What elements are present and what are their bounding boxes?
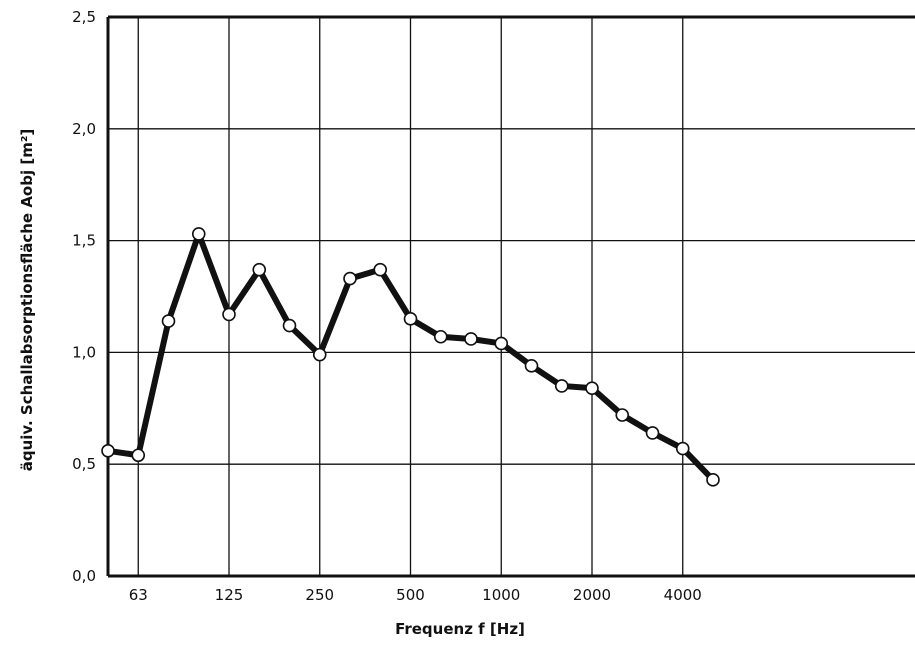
data-point: [252, 262, 267, 277]
data-point: [706, 473, 720, 487]
series: [101, 227, 720, 487]
x-tick-label: 63: [129, 586, 148, 604]
data-point: [494, 336, 509, 351]
data-point: [101, 443, 115, 458]
y-tick-label: 0,5: [72, 455, 96, 473]
y-tick-label: 2,0: [72, 120, 96, 138]
data-point: [312, 347, 327, 362]
data-point: [645, 426, 660, 440]
data-point: [343, 271, 357, 286]
data-point: [282, 318, 297, 333]
y-tick-labels: 0,0 0,5 1,0 1,5 2,0 2,5: [72, 8, 96, 585]
x-tick-label: 250: [305, 586, 334, 604]
y-axis-title: äquiv. Schallabsorptionsfläche Aobj [m²]: [18, 129, 36, 472]
data-point: [191, 227, 206, 241]
grid: [106, 15, 915, 578]
x-axis-title: Frequenz f [Hz]: [395, 620, 525, 638]
data-point: [464, 332, 478, 346]
x-tick-label: 1000: [482, 586, 520, 604]
data-point: [554, 379, 569, 393]
y-tick-label: 0,0: [72, 567, 96, 585]
x-tick-labels: 63 125 250 500 1000 2000 4000: [129, 586, 702, 604]
y-tick-label: 1,0: [72, 343, 96, 361]
data-point: [403, 312, 418, 326]
data-point: [433, 329, 448, 344]
data-point: [585, 381, 599, 395]
data-point: [131, 448, 146, 463]
data-point: [161, 314, 176, 328]
y-tick-label: 1,5: [72, 232, 96, 250]
data-point: [222, 307, 236, 322]
x-tick-label: 2000: [573, 586, 611, 604]
x-tick-label: 125: [215, 586, 244, 604]
data-point: [615, 408, 630, 422]
y-tick-label: 2,5: [72, 8, 96, 26]
data-point: [675, 441, 690, 456]
x-tick-label: 4000: [664, 586, 702, 604]
data-point: [373, 262, 388, 277]
data-point: [524, 359, 539, 373]
x-tick-label: 500: [396, 586, 425, 604]
